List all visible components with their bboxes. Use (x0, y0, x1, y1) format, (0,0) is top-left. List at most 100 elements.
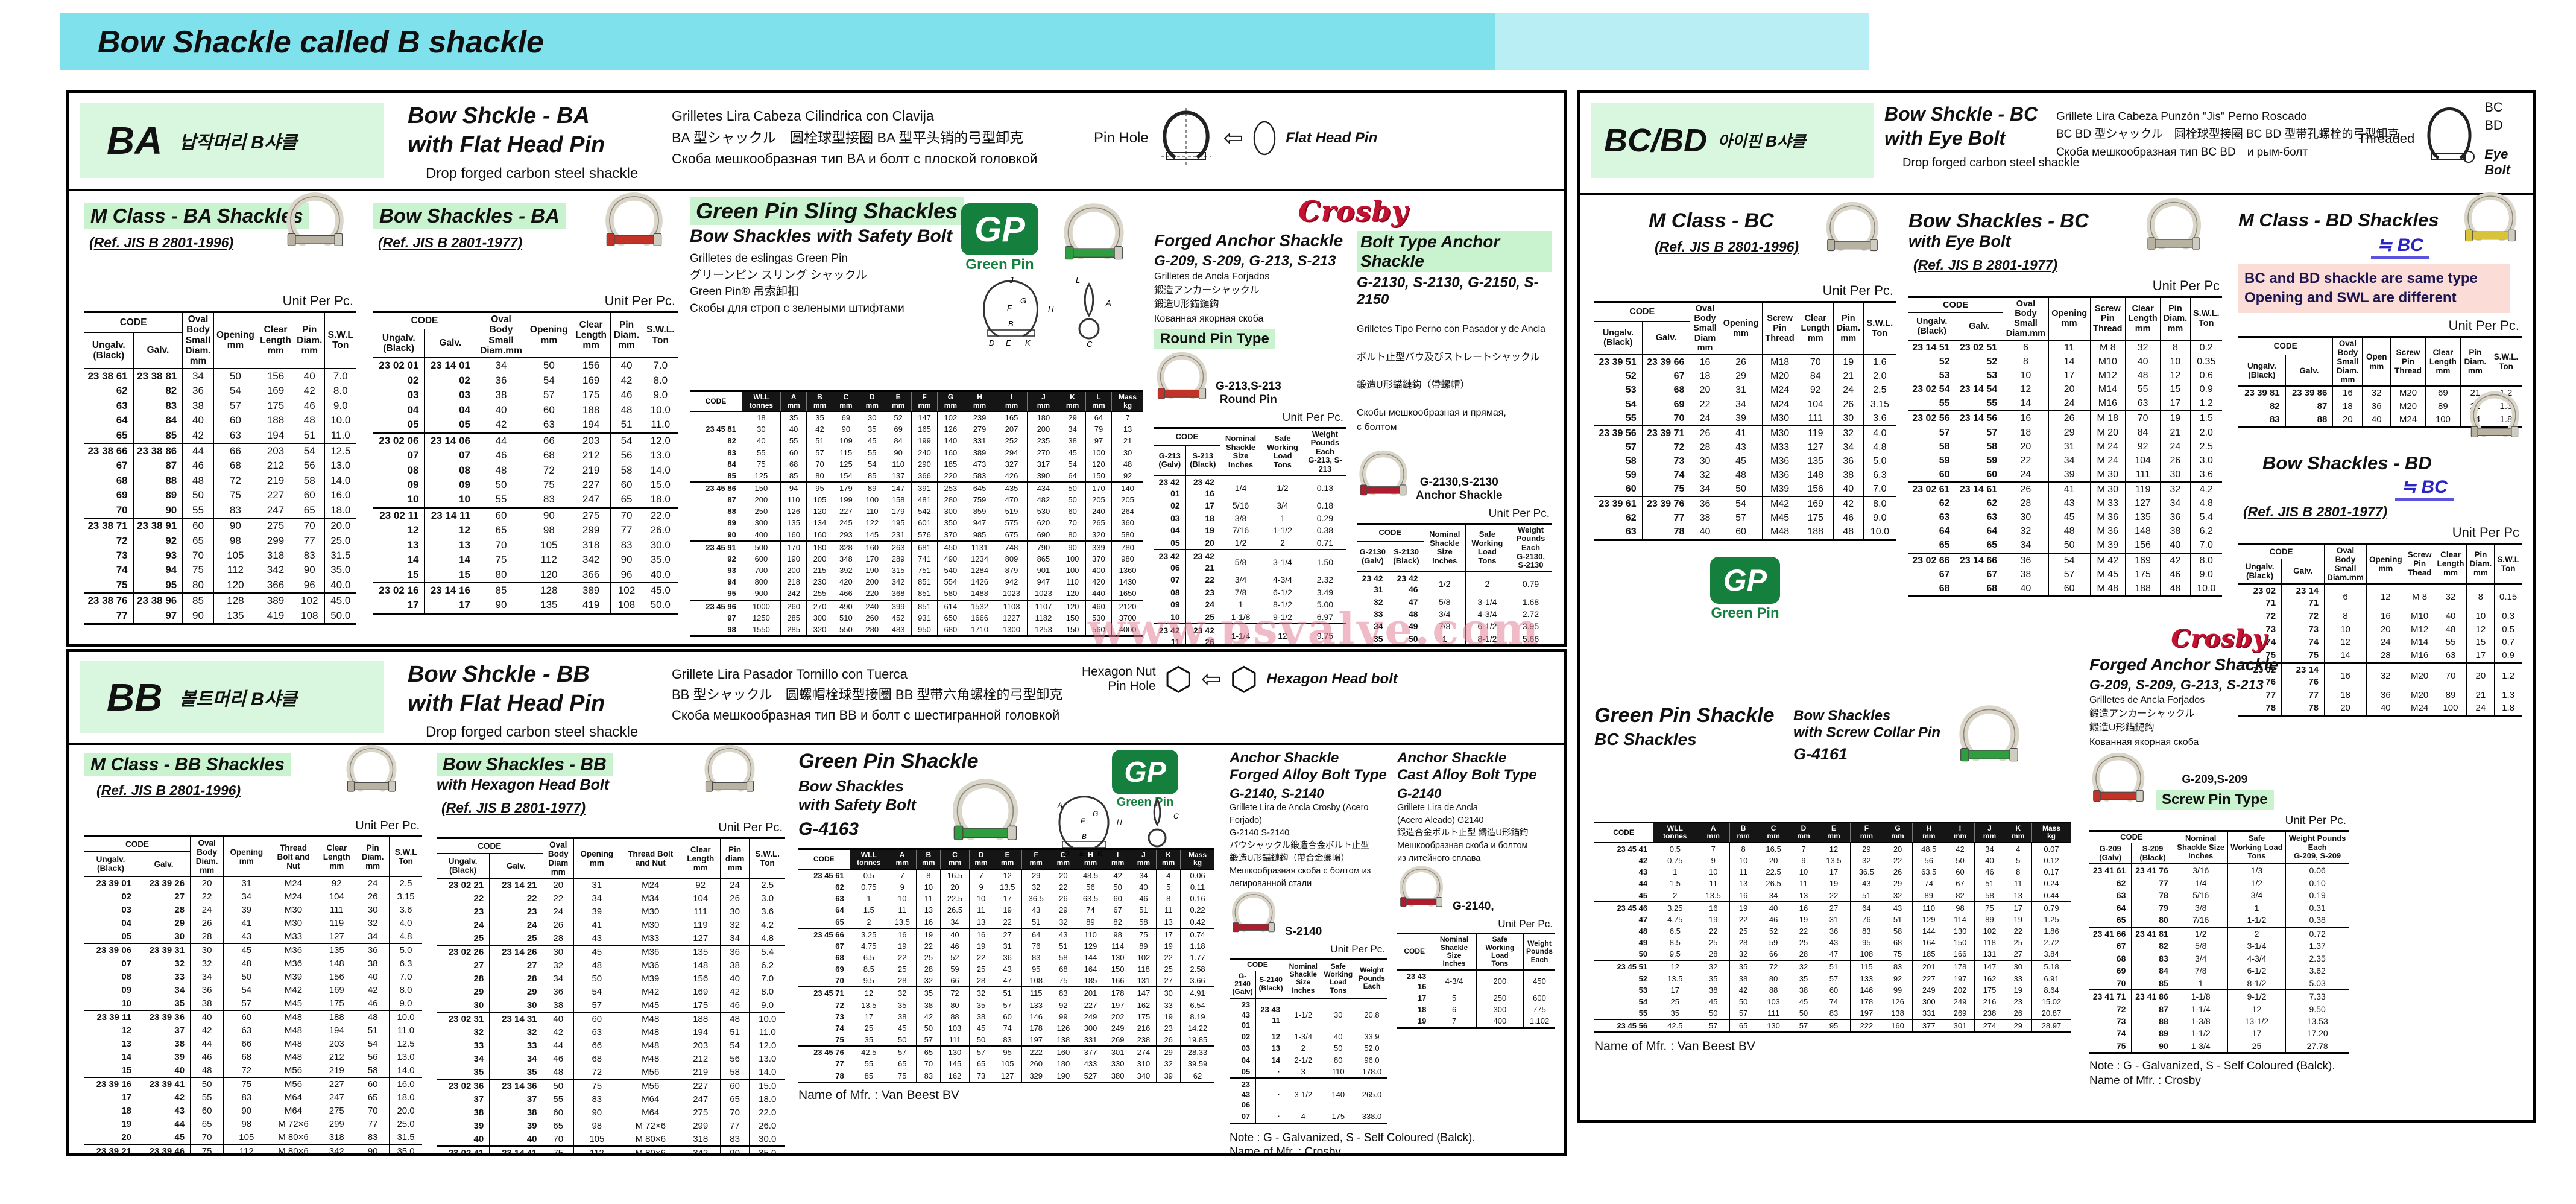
bd-photo (2461, 191, 2519, 249)
bb-mclass-section: M Class - BB Shackles (Ref. JIS B 2801-1… (84, 744, 422, 1153)
ba-mclass-title: M Class - BA Shackles (84, 203, 309, 229)
bc-greenpin-section: Green Pin Shackle BC Shackles Bow Shackl… (1594, 704, 2071, 1054)
bc-gp-model: G-4161 (1793, 745, 1848, 763)
ba-gp-title: Green Pin Sling Shackles (690, 197, 964, 225)
panel-bb: BB 볼트머리 B샤클 Bow Shckle - BB with Flat He… (66, 649, 1567, 1156)
svg-text:B: B (1008, 319, 1014, 328)
crosby-logo: Crosby (1298, 195, 1409, 227)
bc-bow-photo (2144, 197, 2204, 258)
bc-bow-section: Bow Shackles - BC with Eye Bolt (Ref. JI… (1908, 198, 2222, 597)
bb-title2: with Flat Head Pin (408, 690, 605, 716)
bb-bow-table: CODE Oval Body Diam mm Opening mm Thread Bo… (437, 837, 785, 1153)
bc-crosby-models: G-209, S-209, G-213, S-213 (2089, 677, 2264, 692)
bcbd-tag: BC/BD 아이핀 B샤클 (1591, 103, 1874, 178)
bb-crosby-forged-photo (1230, 890, 1278, 939)
svg-text:K: K (1097, 849, 1103, 857)
bc-gp-sub3: with Screw Collar Pin (1793, 724, 1941, 741)
gp-logo-text: Green Pin (965, 256, 1034, 273)
ba-crosby-left-unit: Unit Per Pc. (1282, 411, 1343, 424)
bb-pin-diagram: Hexagon Nut Pin Hole ⬡ ⇦ ⬡ Hexagon Head … (1082, 663, 1398, 695)
svg-text:C: C (1173, 812, 1179, 820)
ba-crosby-right: Bolt Type Anchor Shackle G-2130, S-2130,… (1357, 231, 1552, 644)
ba-mclass-table: CODE Oval Body Small Diam. mm Opening mm Cl… (84, 311, 356, 626)
bb-crosby-cast-table: CODE Nominal Shackle Size Inches Safe Work… (1397, 933, 1555, 1029)
bcbd-lang-jp: BC BD 型シャックル 圆栓球型接圈 BC BD 型带孔螺栓的弓型卸克 (2056, 128, 2399, 141)
ba-mclass-section: M Class - BA Shackles (Ref. JIS B 2801-1… (84, 192, 356, 626)
bc-crosby-mfr: Name of Mfr. : Crosby (2089, 1074, 2201, 1088)
bb-lang-es: Grillete Lira Pasador Tornillo con Tuerc… (672, 667, 908, 682)
bb-mclass-ref: (Ref. JIS B 2801-1996) (96, 782, 241, 798)
ba-pin-diagram: Pin Hole ⇦ Flat Head Pin (1094, 107, 1377, 170)
bd-mclass-approx: ≒ BC (2371, 235, 2429, 259)
bd-label: BD (2484, 118, 2503, 133)
svg-text:B: B (1082, 832, 1087, 841)
bb-gp-sub2: with Safety Bolt (798, 796, 917, 814)
screw-pin-type-chip: Screw Pin Type (2156, 790, 2274, 810)
ba-crosby-left-caption: G-213,S-213 Round Pin (1216, 379, 1281, 406)
ba-gp-lang-cn: Green Pin® 吊索卸扣 (690, 285, 799, 299)
ba-crosby-left-title: Forged Anchor Shackle (1154, 231, 1343, 250)
bd-bow-photo (2467, 390, 2522, 445)
bb-lang-ru: Скоба мешкообразная тип BB и болт с шест… (672, 708, 1060, 723)
bb-gp-title: Green Pin Shackle (798, 750, 979, 773)
bc-bow-ref: (Ref. JIS B 2801-1977) (1913, 257, 2058, 273)
bc-gp-photo (1956, 704, 2022, 770)
ba-bow-section: Bow Shackles - BA (Ref. JIS B 2801-1977)… (373, 192, 678, 615)
bb-languages: Grillete Lira Pasador Tornillo con Tuerc… (672, 664, 1062, 726)
ba-languages: Grilletes Lira Cabeza Cilindrica con Cla… (672, 106, 1037, 170)
ba-crosby-right-title: Bolt Type Anchor Shackle (1357, 231, 1552, 272)
bc-bow-unit: Unit Per Pc (2152, 278, 2220, 293)
ba-mclass-unit: Unit Per Pc. (282, 293, 353, 308)
svg-text:F: F (1007, 303, 1012, 312)
ba-greenpin-section: Green Pin Sling Shackles Bow Shackles wi… (690, 197, 1143, 638)
bc-crosby-section: Crosby Forged Anchor Shackle G-209, S-20… (2089, 624, 2349, 1088)
bc-crosby-logo: Crosby (2171, 624, 2267, 653)
bc-mclass-title: M Class - BC (1649, 209, 1774, 232)
watermark: www.psvalve.com (1088, 603, 1541, 647)
svg-text:A: A (1105, 299, 1111, 308)
bb-crosby-mfr: Name of Mfr. : Crosby (1230, 1145, 1341, 1156)
ba-gp-lang-ru: Скобы для строп с зелеными штифтами (690, 302, 904, 315)
bb-gp-sub1: Bow Shackles (798, 777, 904, 795)
eye-bolt-label: Eye Bolt (2484, 147, 2510, 177)
svg-text:F: F (1081, 817, 1085, 825)
svg-text:K: K (1025, 338, 1031, 347)
ba-gp-lang-jp: グリーンピン スリング シャックル (690, 268, 868, 282)
ba-lang-jp: BA 型シャックル 圆栓球型接圈 BA 型平头销的弓型卸克 (672, 129, 1024, 145)
bb-crosby-cast-photo (1397, 865, 1445, 913)
bb-gp-logo: GP Green Pin (1112, 750, 1178, 810)
svg-text:H: H (1048, 305, 1054, 314)
threaded-label: Threaded (2358, 131, 2415, 146)
ba-header: BA 납작머리 B샤클 Bow Shckle - BA with Flat He… (69, 93, 1564, 191)
pin-hole-label: Pin Hole (1094, 130, 1149, 146)
bb-tag-code: BB (107, 676, 163, 719)
ba-gp-shackle-photo (1061, 202, 1127, 268)
ba-bow-title: Bow Shackles - BA (373, 203, 566, 229)
flat-head-pin-label: Flat Head Pin (1286, 130, 1378, 146)
ba-tag: BA 납작머리 B샤클 (80, 103, 384, 178)
bc-label: BC (2484, 100, 2503, 115)
ba-crosby-right-photo (1357, 449, 1410, 502)
bcbd-subtitle: Drop forged carbon steel shackle (1902, 156, 2080, 170)
ba-mclass-shackle-photo (283, 191, 347, 255)
bc-bow-table: CODE Oval Body Small Diam.mm Opening mm Scr… (1908, 296, 2222, 597)
ba-crosby-left-langs: Grilletes de Ancla Forjados 鍛造アンカーシャックル … (1154, 271, 1270, 324)
bcbd-languages: Grillete Lira Cabeza Punzón "Jis" Perno … (2056, 108, 2399, 161)
bcbd-title2: with Eye Bolt (1884, 127, 2006, 149)
arrow-left-icon: ⇦ (1201, 666, 1222, 692)
bb-gp-dimension-diagram: A G F H B D E K C (1040, 792, 1190, 857)
ba-bow-unit: Unit Per Pc. (604, 293, 675, 308)
bb-title: Bow Shckle - BB (408, 662, 590, 687)
bd-bow-ref: (Ref. JIS B 2801-1977) (2243, 503, 2388, 519)
hexagon-bolt-icon: ⬡ (1230, 661, 1258, 697)
svg-text:C: C (1087, 340, 1093, 348)
bb-gp-shackle-photo (949, 778, 1021, 850)
bc-crosby-unit: Unit Per Pc. (2285, 814, 2346, 827)
bb-mclass-shackle-photo (344, 744, 399, 799)
panel-bcbd: BC/BD 아이핀 B샤클 Bow Shckle - BC with Eye B… (1577, 90, 2536, 1123)
ba-crosby-left-models: G-209, S-209, G-213, S-213 (1154, 253, 1336, 269)
ba-gp-table: CODE WLL tonnes A mm B mm C mm D mm E mm F mm G … (690, 390, 1143, 638)
ba-gp-dimension-diagram: J H G F B D E K I L A C (962, 276, 1137, 348)
bc-gp-table: CODE WLL tonnes A mm B mm C mm D mm E mm F mm G … (1594, 822, 2071, 1034)
